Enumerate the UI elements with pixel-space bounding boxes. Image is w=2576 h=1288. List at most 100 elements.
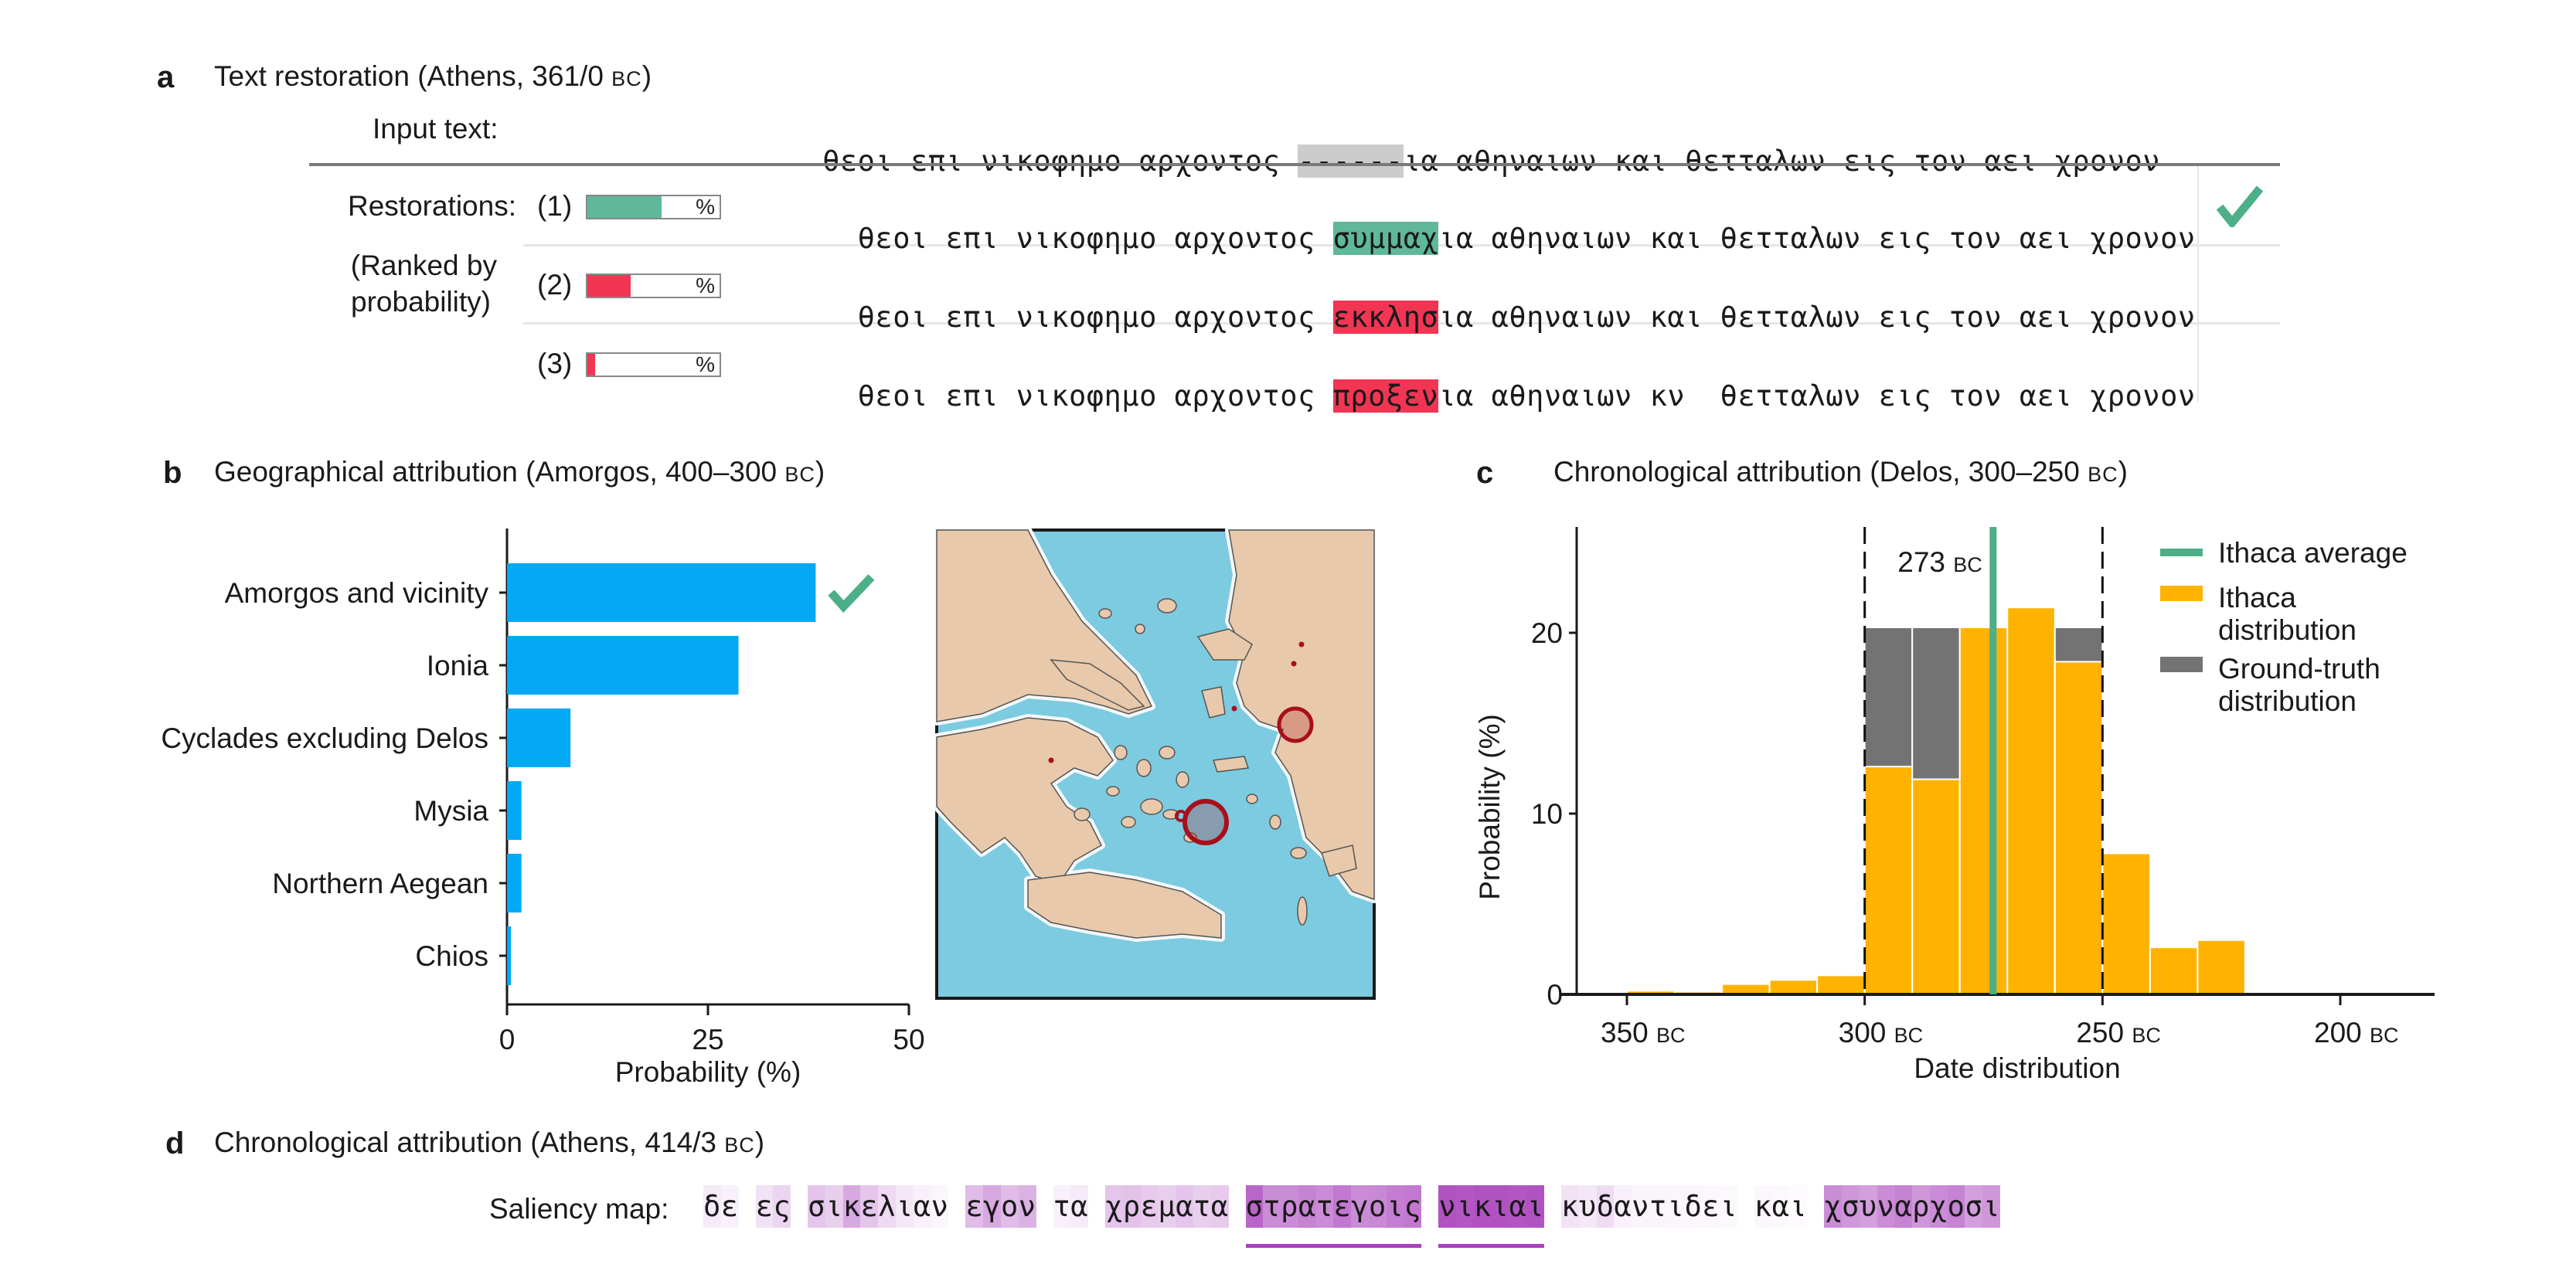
panel-b-title-close: )	[815, 456, 825, 488]
bar	[507, 563, 816, 622]
saliency-char: γ	[983, 1185, 1001, 1228]
panel-d-title-text: Chronological attribution (Athens, 414/3	[214, 1127, 725, 1158]
y-tick-label: 20	[1531, 617, 1563, 649]
saliency-char: ν	[1632, 1185, 1649, 1228]
map-marker-ionia	[1277, 706, 1314, 743]
probability-bar: %	[586, 352, 721, 377]
saliency-char: ο	[1369, 1185, 1387, 1228]
legend-label: Ithaca average	[2218, 537, 2408, 569]
panel-d-title-close: )	[754, 1127, 765, 1158]
restored-segment: προξεν	[1332, 379, 1439, 413]
saliency-char: α	[1894, 1185, 1913, 1228]
saliency-char: ι	[1982, 1185, 2000, 1228]
average-label-era: BC	[1953, 553, 1982, 576]
x-tick-label: 350 BC	[1601, 1017, 1686, 1048]
y-tick-label: 10	[1531, 798, 1563, 830]
restored-text-suffix: ια αθηναιων κν θετταλων εις τον αει χρον…	[1438, 379, 2196, 413]
category-label: Ionia	[427, 650, 489, 681]
saliency-char: α	[1509, 1185, 1527, 1228]
percent-symbol: %	[696, 352, 715, 376]
saliency-char: κ	[1473, 1185, 1492, 1228]
saliency-char: ν	[1018, 1185, 1036, 1228]
bar	[507, 926, 512, 985]
map-land-chios	[1201, 686, 1226, 719]
ithaca-bar	[2101, 852, 2151, 996]
saliency-char: ε	[720, 1185, 739, 1228]
x-tick-era: BC	[2132, 1024, 2161, 1047]
saliency-char: ρ	[1912, 1185, 1930, 1228]
saliency-char: κ	[1754, 1185, 1772, 1228]
saliency-char: ι	[1491, 1185, 1509, 1228]
saliency-word: χσυναρχοσι	[1824, 1185, 2000, 1228]
map-marker-small-ring	[1175, 810, 1187, 822]
restoration-row: (1) % θεοι επι νικοφημο αρχοντος συμμαχι…	[533, 184, 2272, 255]
saliency-char: ι	[1456, 1185, 1474, 1228]
legend-swatch	[2160, 657, 2203, 672]
panel-c-title-text: Chronological attribution (Delos, 300–25…	[1553, 456, 2088, 488]
saliency-char: α	[1176, 1185, 1193, 1228]
saliency-char: ε	[1140, 1185, 1159, 1228]
ithaca-bar	[1816, 974, 1866, 995]
panel-d-title: Chronological attribution (Athens, 414/3…	[214, 1127, 764, 1159]
saliency-char: α	[1210, 1185, 1229, 1228]
saliency-char: σ	[808, 1185, 825, 1228]
correct-check-icon	[828, 574, 875, 613]
header-separator	[309, 163, 2280, 166]
saliency-char: τ	[1193, 1185, 1211, 1228]
saliency-char: δ	[1596, 1185, 1615, 1228]
saliency-char: γ	[1351, 1185, 1369, 1228]
y-tick-label: 0	[1547, 979, 1563, 1011]
panel-d: d Chronological attribution (Athens, 414…	[0, 1113, 2576, 1288]
saliency-char: χ	[1105, 1185, 1123, 1228]
restoration-rank: (3)	[537, 348, 573, 379]
restoration-row: (3) % θεοι επι νικοφημο αρχοντος προξενι…	[533, 342, 2272, 413]
y-axis-label: Probability (%)	[1474, 714, 1506, 900]
aegean-map	[935, 528, 1376, 1000]
saliency-char: ι	[1789, 1190, 1808, 1223]
probability-bar-fill	[587, 354, 596, 376]
probability-bar-fill	[587, 196, 662, 218]
saliency-char: ι	[1386, 1185, 1404, 1228]
map-markers	[1048, 641, 1314, 845]
saliency-char: ι	[1526, 1185, 1545, 1228]
check-column-divider	[2197, 166, 2199, 402]
x-tick-label: 200 BC	[2314, 1017, 2399, 1048]
saliency-char: σ	[1245, 1185, 1264, 1228]
saliency-char: α	[1070, 1185, 1089, 1228]
saliency-word: δε	[703, 1185, 739, 1228]
saliency-word: χρεματα	[1105, 1185, 1229, 1228]
saliency-char: ε	[1702, 1185, 1720, 1228]
input-text-suffix: ια αθηναιων και θετταλων εις τον αει χρο…	[1403, 144, 2161, 178]
ithaca-bar	[1863, 766, 1914, 995]
saliency-char: ε	[755, 1185, 774, 1228]
map-land-crete	[1027, 872, 1222, 939]
saliency-word: εγον	[965, 1185, 1036, 1228]
saliency-char: σ	[1841, 1185, 1860, 1228]
restoration-rank: (1)	[537, 190, 573, 222]
saliency-char: χ	[1824, 1185, 1842, 1228]
map-land-peloponnese	[936, 717, 1114, 885]
x-tick-value: 350	[1601, 1017, 1656, 1048]
category-label: Northern Aegean	[272, 868, 488, 899]
saliency-char: ς	[1404, 1185, 1422, 1228]
panel-b-title-text: Geographical attribution (Amorgos, 400–3…	[214, 456, 785, 488]
panel-c-title: Chronological attribution (Delos, 300–25…	[1553, 456, 2128, 488]
saliency-char: τ	[1649, 1185, 1667, 1228]
saliency-char: ι	[1720, 1185, 1737, 1228]
category-label: Mysia	[413, 795, 488, 827]
bar	[507, 854, 522, 912]
saliency-char: ν	[1877, 1185, 1895, 1228]
saliency-char: χ	[1929, 1185, 1948, 1228]
saliency-char: ε	[965, 1185, 984, 1228]
ithaca-bar	[2006, 607, 2056, 996]
map-marker-dot	[1291, 661, 1297, 667]
panel-c: c Chronological attribution (Delos, 300–…	[1453, 433, 2535, 1113]
restored-text-prefix: θεοι επι νικοφημο αρχοντος	[857, 222, 1333, 255]
map-land-rhodes	[1321, 845, 1357, 877]
map-marker-dot	[1048, 757, 1054, 763]
probability-bar: %	[586, 274, 721, 298]
saliency-char: ρ	[1281, 1185, 1298, 1228]
saliency-char: α	[1614, 1185, 1632, 1228]
map-marker-dot	[1298, 641, 1305, 647]
saliency-char: υ	[1859, 1185, 1877, 1228]
